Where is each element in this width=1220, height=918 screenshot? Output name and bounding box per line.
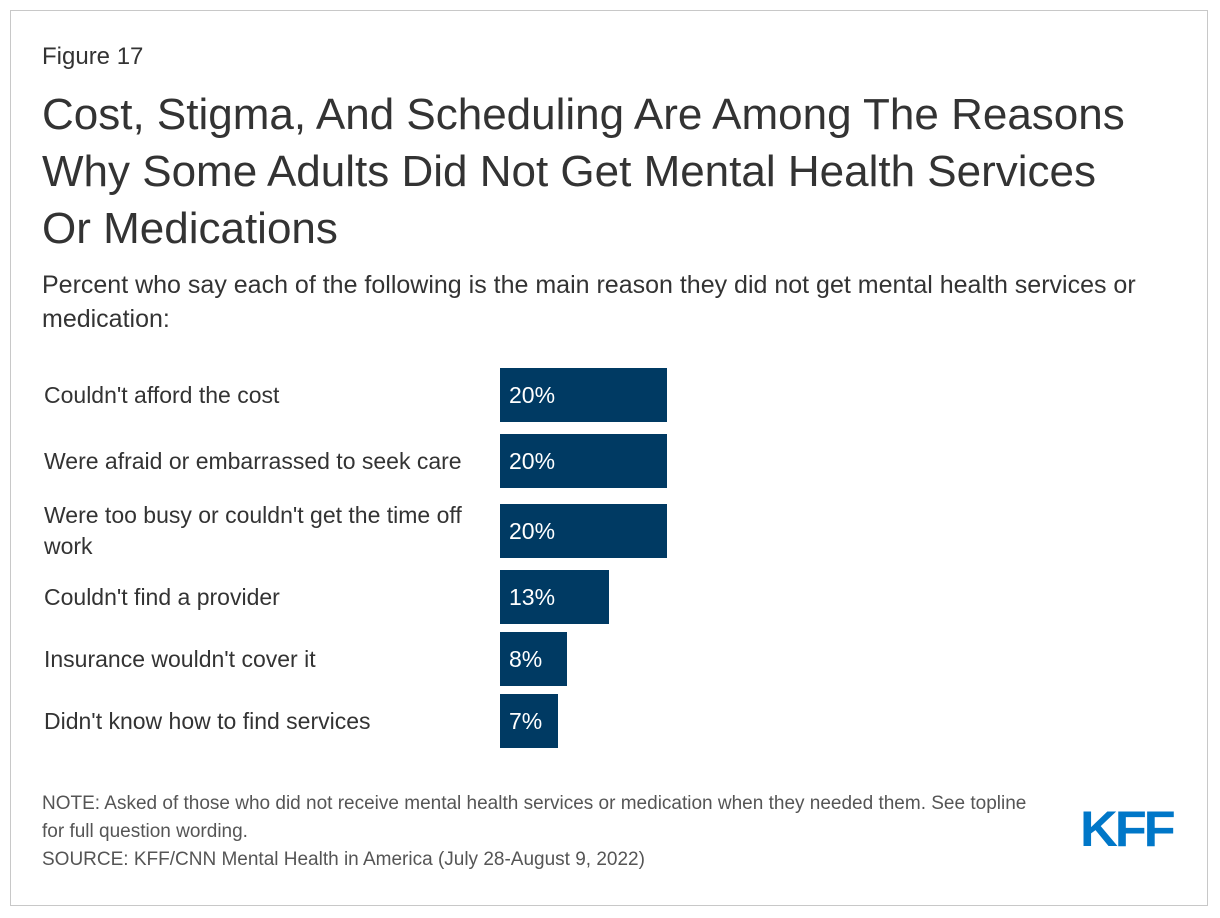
bar [500, 570, 609, 624]
category-label: Insurance wouldn't cover it [44, 645, 316, 672]
bar [500, 694, 558, 748]
figure-label: Figure 17 [42, 43, 144, 70]
category-label: Were too busy or couldn't get the time o… [44, 502, 462, 559]
bar-value-label: 7% [509, 707, 543, 734]
footnote-block: NOTE: Asked of those who did not receive… [42, 790, 1042, 874]
category-label: Were afraid or embarrassed to seek care [44, 447, 462, 474]
bar [500, 368, 667, 422]
chart-subtitle: Percent who say each of the following is… [42, 271, 1136, 333]
bar [500, 632, 567, 686]
bar-value-label: 20% [509, 447, 556, 474]
bar [500, 504, 667, 558]
category-label: Couldn't find a provider [44, 583, 280, 610]
bar-value-label: 20% [509, 381, 556, 408]
kff-logo: KFF [1080, 801, 1176, 857]
chart-title: Cost, Stigma, And Scheduling Are Among T… [42, 90, 1125, 253]
note-text: NOTE: Asked of those who did not receive… [42, 793, 1027, 842]
source-text: SOURCE: KFF/CNN Mental Health in America… [42, 849, 645, 870]
bar [500, 434, 667, 488]
category-label: Couldn't afford the cost [44, 381, 280, 408]
figure-frame [10, 10, 1208, 906]
category-label: Didn't know how to find services [44, 707, 371, 734]
bar-value-label: 13% [509, 583, 556, 610]
bar-value-label: 8% [509, 645, 543, 672]
bar-value-label: 20% [509, 517, 556, 544]
